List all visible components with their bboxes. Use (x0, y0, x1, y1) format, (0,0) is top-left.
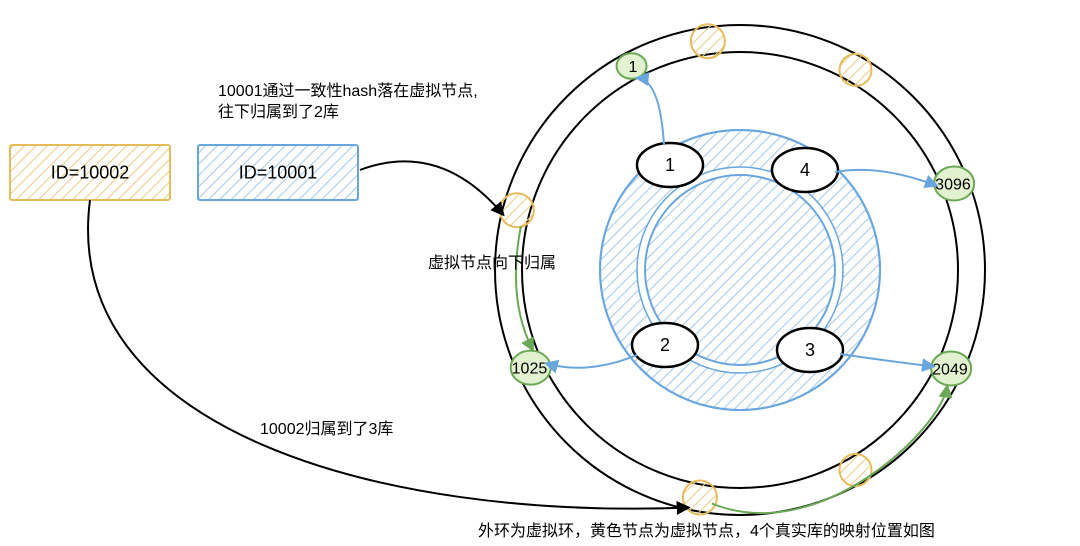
virtual-node-2 (500, 193, 534, 227)
green-node-label-1: 1 (629, 59, 638, 76)
connector (88, 200, 688, 509)
connector (638, 78, 664, 145)
virtual-node-0 (691, 24, 725, 58)
green-node-label-1025: 1025 (512, 361, 548, 378)
virtual-node-1 (840, 54, 872, 86)
id-box-10002-label: ID=10002 (51, 163, 130, 183)
center-node-label-3: 3 (805, 340, 815, 360)
caption-mid: 虚拟节点向下归属 (428, 254, 556, 275)
connector (547, 355, 637, 368)
caption-bottom: 外环为虚拟环，黄色节点为虚拟节点，4个真实库的映射位置如图 (478, 522, 935, 543)
connector (360, 161, 503, 214)
connector (840, 354, 933, 366)
center-node-label-1: 1 (665, 155, 675, 175)
green-node-label-3096: 3096 (935, 176, 971, 193)
center-node-label-4: 4 (800, 160, 810, 180)
caption-top: 10001通过一致性hash落在虚拟节点, 往下归属到了2库 (218, 82, 478, 124)
caption-lower: 10002归属到了3库 (260, 420, 393, 441)
id-box-10001-label: ID=10001 (239, 163, 318, 183)
virtual-node-3 (683, 480, 717, 514)
center-node-label-2: 2 (660, 335, 670, 355)
virtual-node-4 (840, 454, 872, 486)
green-node-label-2049: 2049 (932, 361, 968, 378)
